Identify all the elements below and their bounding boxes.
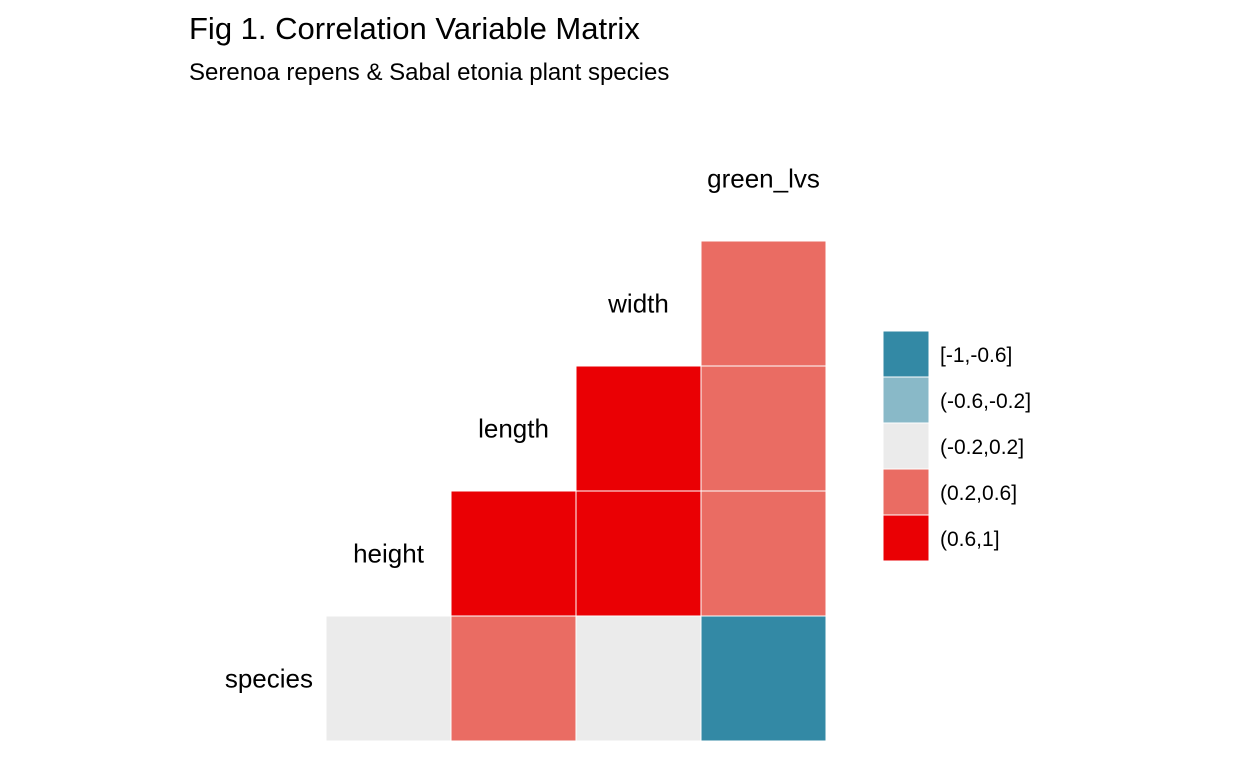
legend-swatch-1 [882,376,930,424]
legend-swatch-2 [882,422,930,470]
legend-label-3: (0.2,0.6] [940,482,1017,505]
legend-swatch-0 [882,330,930,378]
variable-labels: species height length width green_lvs [225,164,820,694]
variable-label-species: species [225,664,313,694]
heatmap-cell-species-species [325,615,452,742]
legend-label-4: (0.6,1] [940,528,1000,551]
heatmap-cell-height-height [450,490,577,617]
heatmap-cell-length-length [575,365,702,492]
heatmap-cell-species-height [450,615,577,742]
heatmap-cell-length-width [700,365,827,492]
chart-subtitle: Serenoa repens & Sabal etonia plant spec… [189,59,670,86]
legend-swatch-4 [882,514,930,562]
heatmap-cell-species-length [575,615,702,742]
chart-title: Fig 1. Correlation Variable Matrix [189,11,640,46]
variable-label-green_lvs: green_lvs [707,164,820,194]
legend-label-1: (-0.6,-0.2] [940,390,1031,413]
heatmap-cells [325,240,827,742]
variable-label-height: height [353,539,425,569]
legend-swatch-3 [882,468,930,516]
variable-label-width: width [607,289,669,319]
heatmap-cell-species-width [700,615,827,742]
variable-label-length: length [478,414,549,444]
heatmap-cell-width-width [700,240,827,367]
heatmap-cell-height-width [700,490,827,617]
legend-label-0: [-1,-0.6] [940,344,1012,367]
legend-label-2: (-0.2,0.2] [940,436,1024,459]
heatmap-cell-height-length [575,490,702,617]
legend: [-1,-0.6] (-0.6,-0.2] (-0.2,0.2] (0.2,0.6] (… [882,330,1031,562]
